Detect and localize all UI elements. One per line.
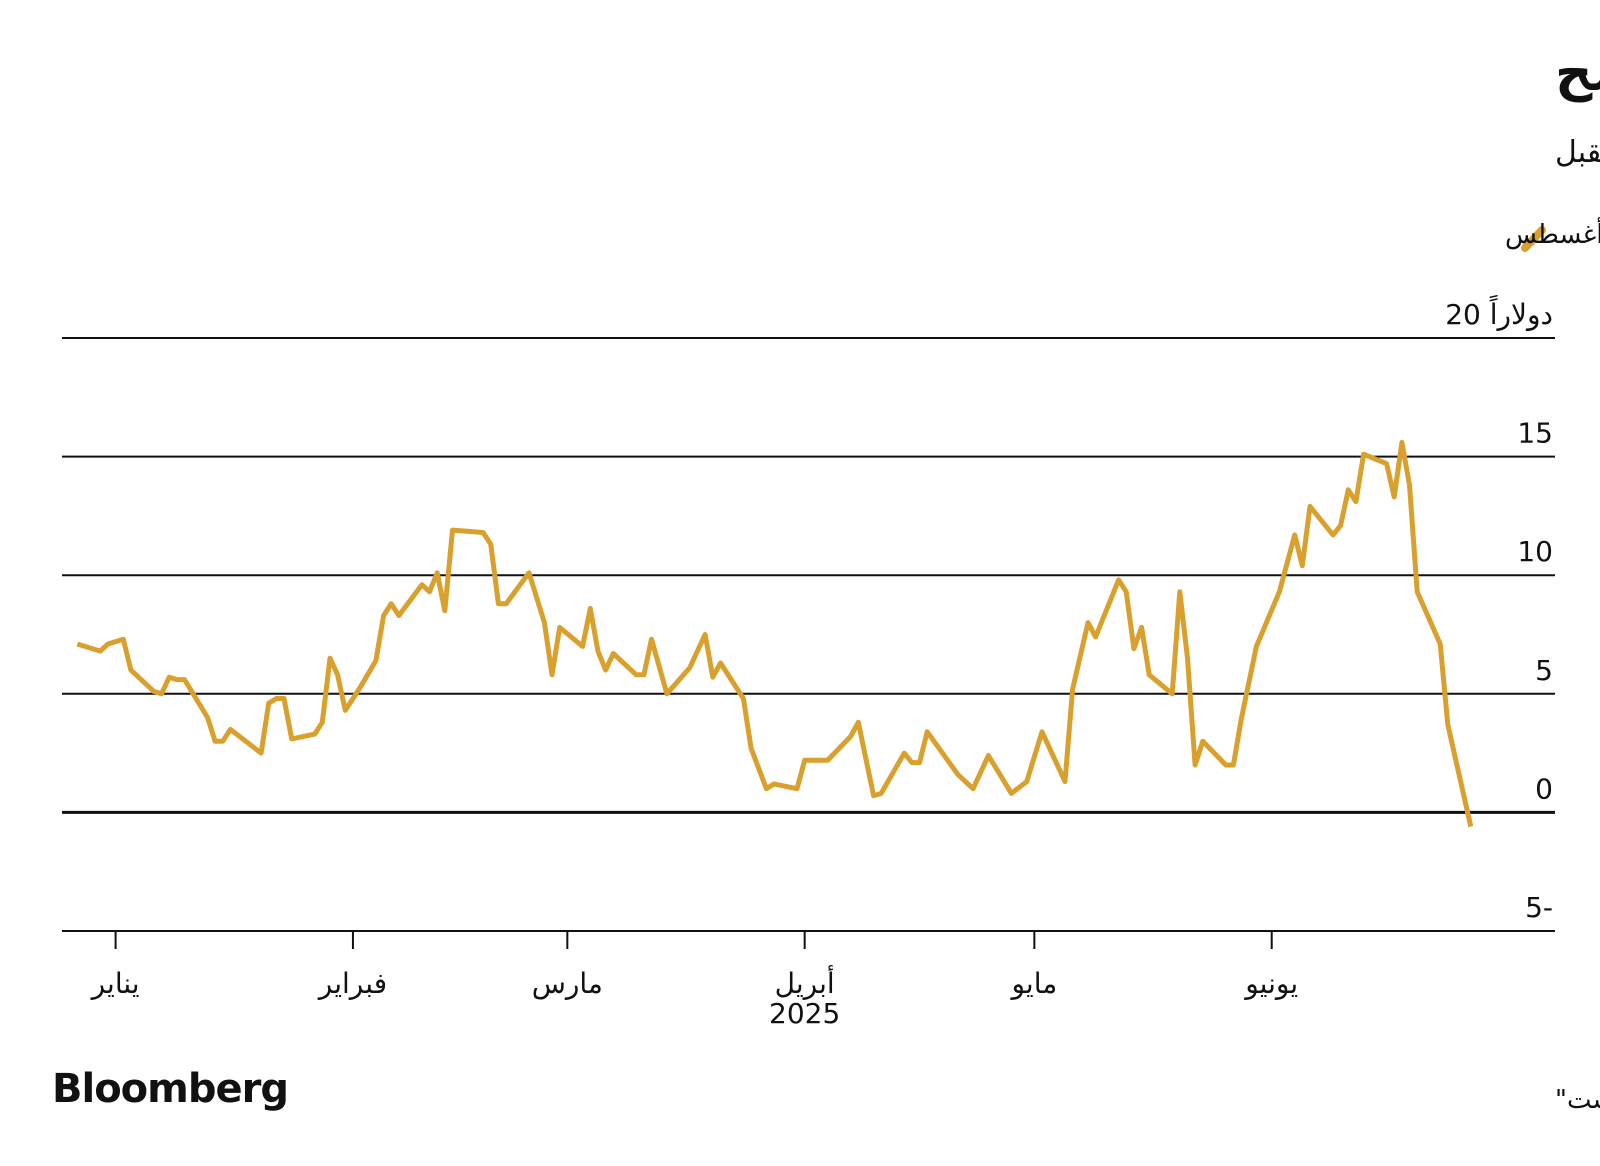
brand-logo: Bloomberg [52, 1066, 288, 1112]
source: المصدر: "يورونيكست" [1555, 1085, 1600, 1115]
legend-label: فارق سعر قمح إنتاج الدقيق تسليم شهر سبتم… [1505, 216, 1600, 250]
data-line [76, 439, 1474, 828]
x-tick-label: فبراير [317, 967, 387, 1000]
x-tick-label: مارس [532, 967, 603, 1000]
x-axis-label: 2025 [769, 997, 840, 1030]
x-tick-label: مايو [1009, 967, 1057, 1000]
y-tick-label: 20 دولاراً [1445, 294, 1553, 331]
chart-title: العقود المستقبلية للذرة الأوروبية أغلى م… [1555, 38, 1600, 103]
legend-swatch [1521, 226, 1546, 252]
y-tick-label: 10 [1517, 535, 1553, 568]
y-tick-label: 0 [1535, 772, 1553, 805]
x-tick-label: يونيو [1243, 967, 1298, 1000]
y-tick-label: 15 [1517, 417, 1553, 450]
chart-subtitle: الطقس الحار أثار مخاوف بشأن موسم الحصاد … [1555, 130, 1600, 170]
x-tick-label: يناير [90, 967, 140, 1000]
y-tick-label: 5 [1535, 654, 1553, 687]
x-tick-label: أبريل [775, 964, 835, 1000]
y-tick-label: 5- [1525, 891, 1553, 924]
